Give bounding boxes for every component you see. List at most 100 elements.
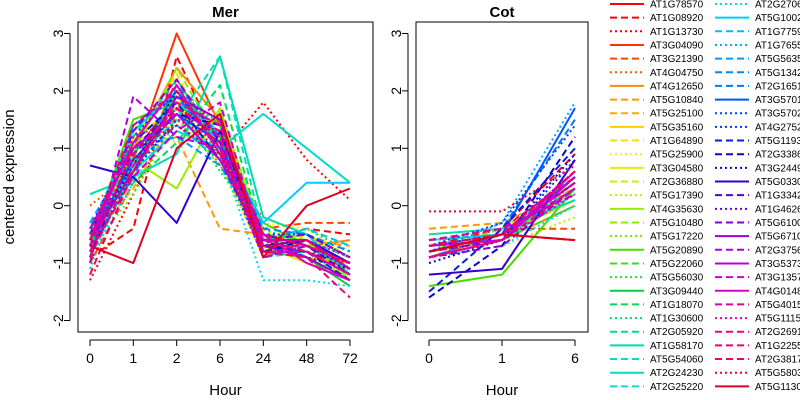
legend-label: AT3G53730 [755, 259, 800, 270]
legend-label: AT5G54060 [650, 355, 704, 366]
legend-item: AT2G16510 [715, 81, 800, 92]
legend-item: AT5G11930 [715, 136, 800, 147]
legend-item: AT5G13420 [715, 68, 800, 79]
legend-item: AT5G56030 [610, 273, 704, 284]
legend-label: AT3G04580 [650, 163, 704, 174]
mer-x-axis-label: Hour [209, 382, 242, 399]
series-line-at5g17390 [428, 216, 576, 259]
cot-y-axis: -2 -1 0 1 2 3 [388, 29, 409, 327]
series-line-at3g57020 [428, 124, 576, 247]
legend-label: AT3G57010 [755, 95, 800, 106]
series-line-at5g58030 [429, 164, 576, 213]
legend-label: AT2G05920 [650, 327, 704, 338]
legend-item: AT2G38170 [715, 355, 800, 366]
mer-panel-title: Mer [212, 4, 239, 21]
legend-item: AT1G33420 [715, 191, 800, 202]
y-tick-label: 1 [50, 144, 66, 152]
legend-item: AT5G35160 [610, 122, 704, 133]
legend-item: AT2G05920 [610, 327, 704, 338]
cot-panel: -2 -1 0 1 2 3 0 1 6 Cot Hour [388, 4, 589, 399]
x-tick-label: 72 [342, 350, 358, 366]
legend-label: AT1G08920 [650, 13, 704, 24]
series-line-at2g38170 [428, 170, 576, 247]
legend-label: AT3G24490 [755, 163, 800, 174]
legend-item: AT2G27060 [715, 0, 800, 11]
legend-item: AT1G08920 [610, 13, 704, 24]
legend-label: AT5G56030 [650, 273, 704, 284]
legend-item: AT4G27520 [715, 122, 800, 133]
legend-item: AT4G35630 [610, 204, 704, 215]
series-line-at2g38170 [89, 107, 351, 275]
cot-panel-title: Cot [490, 4, 515, 21]
legend-item: AT2G33860 [715, 150, 800, 161]
x-tick-label: 1 [498, 350, 506, 366]
legend-item: AT5G25100 [610, 109, 704, 120]
legend-label: AT5G10840 [650, 95, 704, 106]
legend-label: AT2G27060 [755, 0, 800, 11]
legend-label: AT3G13570 [755, 273, 800, 284]
series-line-at2g33860 [428, 136, 576, 299]
legend-label: AT2G38170 [755, 355, 800, 366]
legend-item: AT5G17220 [610, 232, 704, 243]
series-line-at1g46260 [89, 124, 351, 265]
legend-item: AT5G20890 [610, 245, 704, 256]
legend-label: AT4G35630 [650, 204, 704, 215]
legend-item: AT4G01480 [715, 286, 800, 297]
series-line-at5g11150 [428, 193, 576, 253]
x-tick-label: 48 [299, 350, 315, 366]
legend-label: AT4G12650 [650, 81, 704, 92]
legend-item: AT1G13730 [610, 27, 704, 38]
legend-label: AT3G21390 [650, 54, 704, 65]
series-line-at1g22550 [89, 89, 351, 299]
legend-label: AT5G40150 [755, 300, 800, 311]
series-line-at5g61000 [428, 187, 576, 259]
legend-item: AT2G24230 [610, 368, 704, 379]
legend-item: AT1G78570 [610, 0, 704, 11]
series-line-at2g37560 [89, 95, 351, 265]
legend-label: AT1G76550 [755, 40, 800, 51]
legend-item: AT1G58170 [610, 341, 704, 352]
legend-label: AT1G46260 [755, 204, 800, 215]
legend-label: AT1G77590 [755, 27, 800, 38]
legend-label: AT1G18070 [650, 300, 704, 311]
legend-item: AT4G04750 [610, 68, 704, 79]
y-tick-label: 3 [50, 29, 66, 37]
mer-y-axis: -2 -1 0 1 2 3 [50, 29, 71, 327]
series-line-at5g03300 [428, 159, 576, 276]
legend-item: AT2G37560 [715, 245, 800, 256]
y-tick-label: 0 [388, 202, 404, 210]
legend-item: AT1G30600 [610, 314, 704, 325]
legend-label: AT2G33860 [755, 150, 800, 161]
legend: AT1G78570 AT1G08920 AT1G13730 AT3G04090 AT3G… [610, 0, 800, 393]
legend-item: AT1G64890 [610, 136, 704, 147]
legend-label: AT5G11300 [755, 382, 800, 393]
legend-item: AT5G10840 [610, 95, 704, 106]
series-line-at5g11300 [428, 233, 576, 253]
y-tick-label: -2 [388, 314, 404, 327]
series-line-at4g01480 [89, 84, 351, 282]
series-line-at2g26910 [89, 101, 351, 276]
y-tick-label: -2 [50, 314, 66, 327]
legend-item: AT5G40150 [715, 300, 800, 311]
cot-x-axis: 0 1 6 [425, 339, 579, 366]
legend-label: AT2G25220 [650, 382, 704, 393]
legend-label: AT5G20890 [650, 245, 704, 256]
legend-item: AT4G12650 [610, 81, 704, 92]
legend-item: AT3G57020 [715, 109, 800, 120]
legend-item: AT1G76550 [715, 40, 800, 51]
legend-item: AT5G17390 [610, 191, 704, 202]
y-axis-label: centered expression [1, 109, 18, 244]
legend-label: AT5G22060 [650, 259, 704, 270]
legend-label: AT2G16510 [755, 81, 800, 92]
y-tick-label: 3 [388, 29, 404, 37]
legend-label: AT5G56350 [755, 54, 800, 65]
legend-item: AT2G36880 [610, 177, 704, 188]
legend-label: AT1G22550 [755, 341, 800, 352]
legend-item: AT1G18070 [610, 300, 704, 311]
legend-item: AT3G09440 [610, 286, 704, 297]
legend-label: AT1G78570 [650, 0, 704, 11]
series-line-at2g26910 [428, 176, 576, 242]
legend-label: AT5G35160 [650, 122, 704, 133]
legend-label: AT4G04750 [650, 68, 704, 79]
y-tick-label: 1 [388, 144, 404, 152]
